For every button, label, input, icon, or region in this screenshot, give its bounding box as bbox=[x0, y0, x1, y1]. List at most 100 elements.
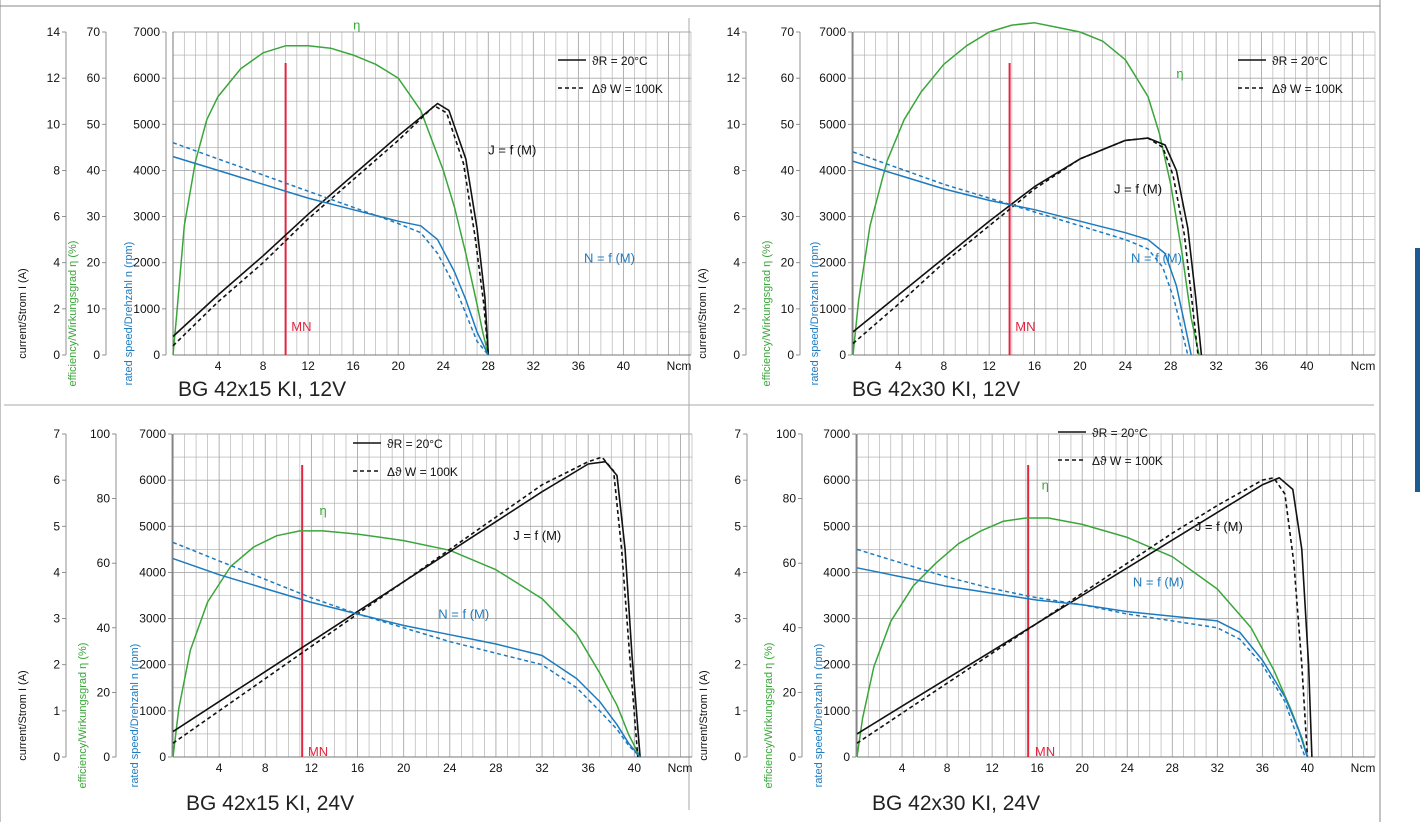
current-tick-label: 3 bbox=[53, 612, 60, 626]
grid bbox=[856, 433, 1376, 758]
current-tick-label: 2 bbox=[734, 658, 741, 672]
efficiency-tick-label: 10 bbox=[87, 302, 101, 316]
legend-solid-label: ϑR = 20°C bbox=[387, 437, 443, 451]
legend-solid-label: ϑR = 20°C bbox=[1092, 426, 1148, 440]
efficiency-axis-label: efficiency/Wirkungsgrad η (%) bbox=[77, 643, 89, 789]
efficiency-annotation: η bbox=[1176, 66, 1183, 81]
speed-tick-label: 4000 bbox=[819, 163, 846, 177]
current-tick-label: 4 bbox=[53, 256, 60, 270]
x-tick-label: 8 bbox=[944, 761, 951, 775]
rated-torque-label: MN bbox=[1035, 744, 1055, 759]
current-tick-label: 6 bbox=[734, 473, 741, 487]
current-curve-dashed bbox=[172, 105, 490, 356]
efficiency-axis-label: efficiency/Wirkungsgrad η (%) bbox=[761, 241, 773, 387]
x-unit-label: Ncm bbox=[1351, 359, 1376, 373]
efficiency-tick-label: 80 bbox=[783, 492, 797, 506]
current-tick-label: 5 bbox=[734, 519, 741, 533]
efficiency-tick-label: 0 bbox=[93, 348, 100, 362]
rated-torque-label: MN bbox=[308, 744, 328, 759]
current-tick-label: 2 bbox=[53, 658, 60, 672]
speed-axis-label: rated speed/Drehzahl n (rpm) bbox=[813, 644, 825, 788]
current-curve-solid bbox=[852, 137, 1203, 356]
speed-tick-label: 4000 bbox=[133, 163, 160, 177]
speed-axis-label: rated speed/Drehzahl n (rpm) bbox=[123, 242, 135, 386]
x-tick-label: 36 bbox=[1255, 359, 1269, 373]
x-tick-label: 28 bbox=[1164, 359, 1178, 373]
grid bbox=[172, 433, 693, 758]
speed-tick-label: 1000 bbox=[823, 704, 850, 718]
x-tick-label: 20 bbox=[1073, 359, 1087, 373]
x-tick-label: 40 bbox=[617, 359, 631, 373]
grid bbox=[852, 31, 1376, 356]
current-tick-label: 8 bbox=[733, 163, 740, 177]
x-tick-label: 24 bbox=[443, 761, 457, 775]
speed-curve-dashed bbox=[172, 141, 489, 356]
speed-curve-solid bbox=[856, 567, 1309, 758]
current-tick-label: 4 bbox=[734, 565, 741, 579]
current-tick-label: 10 bbox=[47, 117, 61, 131]
efficiency-tick-label: 100 bbox=[776, 427, 796, 441]
current-tick-label: 0 bbox=[733, 348, 740, 362]
current-curve-solid bbox=[172, 102, 490, 356]
efficiency-curve-solid bbox=[852, 22, 1200, 356]
speed-curve-dashed bbox=[856, 548, 1306, 758]
chart-3: 4 8 12 16 20 24 28 32 36 40 Ncm01234567current/Str… bbox=[17, 427, 692, 815]
x-tick-label: 20 bbox=[1076, 761, 1090, 775]
efficiency-tick-label: 60 bbox=[783, 556, 797, 570]
x-tick-label: 32 bbox=[1211, 761, 1225, 775]
x-tick-label: 36 bbox=[582, 761, 596, 775]
current-tick-label: 8 bbox=[53, 163, 60, 177]
current-tick-label: 3 bbox=[734, 612, 741, 626]
speed-tick-label: 7000 bbox=[139, 427, 166, 441]
current-tick-label: 2 bbox=[53, 302, 60, 316]
speed-axis-label: rated speed/Drehzahl n (rpm) bbox=[809, 242, 821, 386]
legend-dashed-label: Δϑ W = 100K bbox=[387, 465, 458, 479]
current-tick-label: 1 bbox=[53, 704, 60, 718]
current-tick-label: 5 bbox=[53, 519, 60, 533]
x-tick-label: 16 bbox=[1028, 359, 1042, 373]
legend-dashed-label: Δϑ W = 100K bbox=[592, 82, 663, 96]
current-annotation: J = f (M) bbox=[1195, 519, 1243, 534]
x-tick-label: 16 bbox=[1030, 761, 1044, 775]
x-tick-label: 24 bbox=[1121, 761, 1135, 775]
current-curve-dashed bbox=[856, 476, 1309, 758]
legend-solid-label: ϑR = 20°C bbox=[592, 54, 648, 68]
x-tick-label: 40 bbox=[1301, 761, 1315, 775]
current-tick-label: 4 bbox=[53, 565, 60, 579]
efficiency-tick-label: 50 bbox=[781, 117, 795, 131]
current-annotation: J = f (M) bbox=[513, 528, 561, 543]
efficiency-tick-label: 70 bbox=[781, 25, 795, 39]
speed-annotation: N = f (M) bbox=[438, 607, 489, 622]
current-tick-label: 7 bbox=[734, 427, 741, 441]
speed-annotation: N = f (M) bbox=[584, 251, 635, 266]
speed-tick-label: 4000 bbox=[823, 565, 850, 579]
efficiency-tick-label: 0 bbox=[103, 750, 110, 764]
efficiency-tick-label: 0 bbox=[787, 348, 794, 362]
chart-title: BG 42x30 KI, 12V bbox=[852, 378, 1020, 401]
current-tick-label: 10 bbox=[727, 117, 741, 131]
speed-tick-label: 6000 bbox=[819, 71, 846, 85]
legend-dashed-label: Δϑ W = 100K bbox=[1272, 82, 1343, 96]
speed-tick-label: 1000 bbox=[139, 704, 166, 718]
x-tick-label: 36 bbox=[1256, 761, 1270, 775]
speed-tick-label: 0 bbox=[843, 750, 850, 764]
speed-axis-label: rated speed/Drehzahl n (rpm) bbox=[129, 644, 141, 788]
efficiency-axis-label: efficiency/Wirkungsgrad η (%) bbox=[763, 643, 775, 789]
speed-tick-label: 3000 bbox=[819, 210, 846, 224]
speed-tick-label: 3000 bbox=[133, 210, 160, 224]
current-tick-label: 1 bbox=[734, 704, 741, 718]
speed-curve-dashed bbox=[172, 541, 641, 758]
x-tick-label: 40 bbox=[628, 761, 642, 775]
x-tick-label: 12 bbox=[301, 359, 315, 373]
x-tick-label: 36 bbox=[572, 359, 586, 373]
x-tick-label: 12 bbox=[985, 761, 999, 775]
current-tick-label: 2 bbox=[733, 302, 740, 316]
speed-tick-label: 4000 bbox=[139, 565, 166, 579]
x-tick-label: 32 bbox=[527, 359, 541, 373]
speed-tick-label: 5000 bbox=[819, 117, 846, 131]
speed-tick-label: 1000 bbox=[133, 302, 160, 316]
current-annotation: J = f (M) bbox=[1114, 182, 1162, 197]
x-tick-label: 32 bbox=[535, 761, 549, 775]
speed-tick-label: 2000 bbox=[819, 256, 846, 270]
